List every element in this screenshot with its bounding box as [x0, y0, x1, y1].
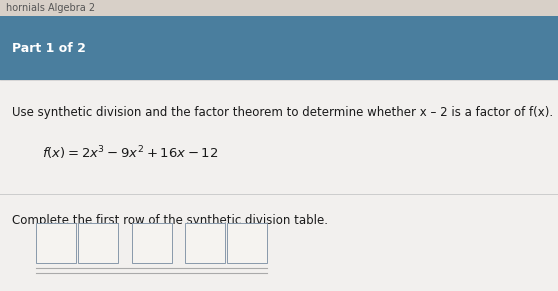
Text: Complete the first row of the synthetic division table.: Complete the first row of the synthetic … — [12, 214, 328, 227]
Text: $f(x)=2x^3-9x^2+16x-12$: $f(x)=2x^3-9x^2+16x-12$ — [42, 144, 218, 162]
FancyBboxPatch shape — [78, 223, 118, 263]
Text: Use synthetic division and the factor theorem to determine whether x – 2 is a fa: Use synthetic division and the factor th… — [12, 106, 554, 119]
FancyBboxPatch shape — [0, 80, 558, 291]
FancyBboxPatch shape — [0, 0, 558, 16]
Text: Part 1 of 2: Part 1 of 2 — [12, 42, 86, 54]
FancyBboxPatch shape — [36, 223, 76, 263]
FancyBboxPatch shape — [185, 223, 225, 263]
Text: hornials Algebra 2: hornials Algebra 2 — [6, 3, 95, 13]
FancyBboxPatch shape — [227, 223, 267, 263]
FancyBboxPatch shape — [132, 223, 172, 263]
FancyBboxPatch shape — [0, 16, 558, 80]
